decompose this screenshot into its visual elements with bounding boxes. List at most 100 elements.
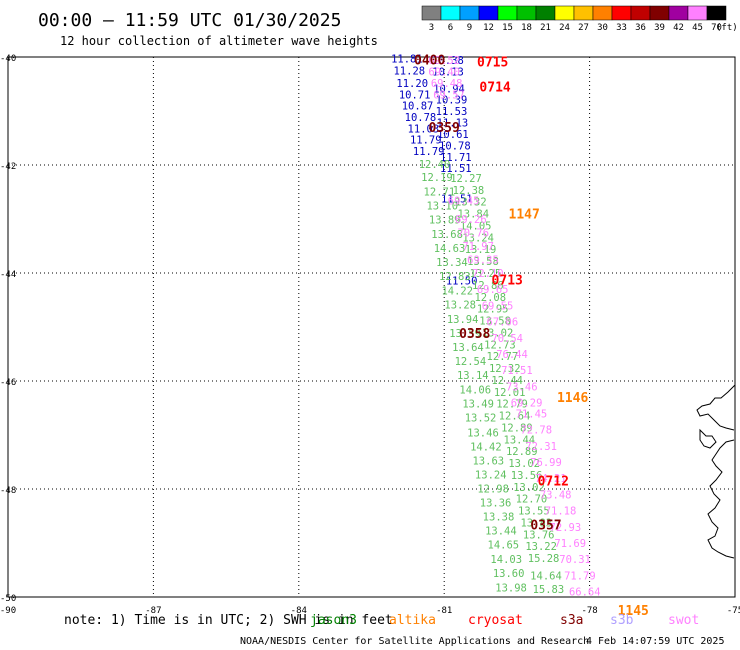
pass-time-labels: 0400 0715 0714 0359 1147 0713 0358 1146 0712 0357… (414, 54, 649, 619)
data-point-swot: 76.99 (530, 457, 562, 469)
data-point-altika: 15.83 (533, 584, 565, 596)
data-point-altika: 15.28 (528, 553, 560, 565)
data-point-s3a: 10.94 (433, 83, 465, 95)
data-point-swot: 69.52 (428, 55, 460, 67)
colorbar-swatch (421, 5, 442, 21)
legend-item-s3a: s3a (560, 613, 583, 628)
data-point-swot: 73.46 (506, 381, 538, 393)
colorbar-label: 39 (654, 23, 665, 33)
colorbar-swatch (649, 5, 670, 21)
pass-time-label: 0359 (429, 121, 460, 136)
footer-note: note: 1) Time is in UTC; 2) SWH is in fe… (64, 613, 393, 628)
data-point-altika: 12.86 (472, 280, 504, 292)
data-point-altika: 13.56 (511, 470, 543, 482)
data-point-s3b: 11.20 (396, 78, 428, 90)
legend-item-altika: altika (389, 613, 436, 628)
data-point-jason3: 13.52 (465, 413, 497, 425)
legend-item-cryosat: cryosat (468, 613, 523, 628)
data-point-s3a: 11.50 (446, 276, 478, 288)
data-point-s3a: 10.61 (437, 129, 469, 141)
data-point-swot: 72.31 (525, 441, 557, 453)
data-point-swot: 69.48 (431, 78, 463, 90)
data-points: 11.8111.2811.2010.7110.8710.7811.0311.79… (391, 54, 600, 599)
data-point-jason3: 13.46 (467, 427, 499, 439)
colorbar-label: 45 (692, 23, 703, 33)
data-point-swot: 74.21 (535, 473, 567, 485)
y-tick-label: -42 (0, 162, 16, 172)
data-point-jason3: 13.63 (472, 455, 504, 467)
data-point-jason3: 13.89 (429, 215, 461, 227)
legend-item-swot: swot (668, 613, 699, 628)
data-point-jason3: 12.71 (424, 186, 456, 198)
data-point-s3b: 11.79 (413, 146, 445, 158)
x-tick-label: -84 (291, 606, 307, 616)
data-point-jason3: 12.40 (419, 159, 451, 171)
colorbar-swatch (687, 5, 708, 21)
y-tick-label: -44 (0, 270, 16, 280)
data-point-jason3: 14.63 (434, 243, 466, 255)
data-point-swot: 70.31 (559, 554, 591, 566)
chart-subtitle: 12 hour collection of altimeter wave hei… (60, 34, 378, 48)
colorbar: 3 6 9 12 15 18 21 24 27 30 33 36 39 42 45 70 (421, 5, 727, 33)
colorbar-swatch (592, 5, 613, 21)
pass-time-label: 0712 (538, 474, 569, 489)
x-tick-label: -90 (0, 606, 16, 616)
legend-item-jason3: jason3 (310, 613, 357, 628)
data-point-altika: 13.22 (525, 541, 557, 553)
data-point-altika: 12.27 (450, 173, 482, 185)
data-point-altika: 12.79 (496, 399, 528, 411)
data-point-altika: 13.83 (520, 517, 552, 529)
colorbar-swatch (497, 5, 518, 21)
pass-time-label: 0400 (414, 54, 445, 69)
data-point-altika: 12.38 (453, 185, 485, 197)
colorbar-swatch (535, 5, 556, 21)
data-point-jason3: 13.94 (447, 314, 479, 326)
x-tick-label: -87 (145, 606, 161, 616)
data-point-swot: 69.45 (448, 196, 480, 208)
colorbar-label: 21 (540, 23, 551, 33)
y-tick-label: -50 (0, 594, 16, 604)
data-point-altika: 12.64 (499, 411, 531, 423)
colorbar-swatch (554, 5, 575, 21)
data-point-altika: 13.55 (518, 506, 550, 518)
pass-time-label: 1147 (509, 208, 540, 223)
colorbar-label: 42 (673, 23, 684, 33)
data-point-jason3: 13.24 (475, 469, 507, 481)
data-point-altika: 13.76 (523, 529, 555, 541)
data-point-swot: 72.93 (550, 522, 582, 534)
data-point-altika: 13.02 (508, 458, 540, 470)
data-point-jason3: 13.59 (449, 328, 481, 340)
data-point-s3b: 11.03 (408, 123, 440, 135)
data-point-jason3: 14.42 (470, 441, 502, 453)
data-point-altika: 14.05 (460, 220, 492, 232)
pass-time-label: 0713 (492, 273, 523, 288)
data-point-s3b: 10.78 (405, 112, 437, 124)
data-point-altika: 12.95 (477, 304, 509, 316)
data-point-altika: 12.44 (491, 375, 523, 387)
colorbar-swatch (516, 5, 537, 21)
data-point-altika: 13.19 (465, 244, 497, 256)
data-point-s3a: 10.13 (432, 67, 464, 79)
data-point-altika: 12.73 (484, 339, 516, 351)
colorbar-swatch (706, 5, 727, 21)
data-point-jason3: 13.64 (452, 342, 484, 354)
data-point-jason3: 13.36 (480, 498, 512, 510)
data-point-jason3: 13.98 (495, 582, 527, 594)
colorbar-label: 9 (467, 23, 472, 33)
colorbar-swatch (573, 5, 594, 21)
data-point-jason3: 13.10 (426, 201, 458, 213)
colorbar-label: 70 (711, 23, 722, 33)
data-point-swot: 71.97 (462, 241, 494, 253)
satellite-legend: jason3 altika cryosat s3a s3b swot (310, 613, 699, 628)
data-point-altika: 13.02 (482, 327, 514, 339)
colorbar-label: 27 (578, 23, 589, 33)
data-point-jason3: 12.54 (455, 356, 487, 368)
data-point-jason3: 13.49 (462, 399, 494, 411)
data-point-jason3: 12.19 (421, 172, 453, 184)
data-point-altika: 12.70 (516, 494, 548, 506)
colorbar-label: 6 (448, 23, 453, 33)
data-point-swot: 70.76 (457, 228, 489, 240)
colorbar-swatch (459, 5, 480, 21)
data-point-altika: 12.08 (474, 292, 506, 304)
